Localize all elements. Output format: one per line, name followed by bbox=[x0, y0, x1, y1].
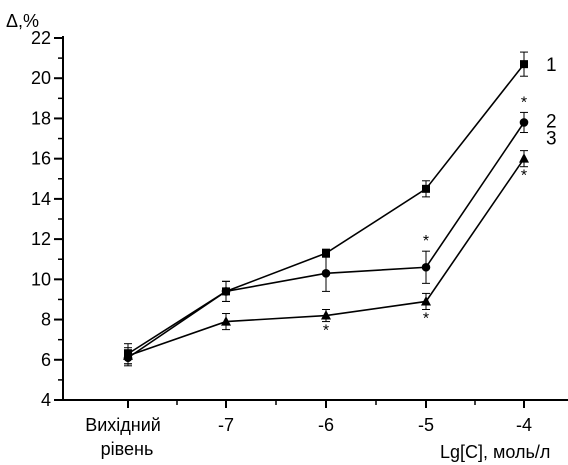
x-tick-label: -4 bbox=[516, 415, 532, 435]
data-point-circle bbox=[221, 287, 231, 296]
x-tick-label: -5 bbox=[418, 415, 434, 435]
y-axis-title: Δ,% bbox=[6, 11, 39, 31]
series-label: 2 bbox=[546, 111, 557, 132]
y-tick-label: 16 bbox=[31, 149, 51, 169]
y-tick-label: 6 bbox=[41, 350, 51, 370]
y-tick-label: 18 bbox=[31, 108, 51, 128]
series-2: * * 2 bbox=[123, 94, 557, 367]
chart-series: 1 * * 2 * * * 3 bbox=[123, 51, 557, 367]
series-3: * * * 3 bbox=[123, 129, 557, 365]
chart-axes bbox=[62, 36, 568, 401]
x-axis-ticks: Вихідний рівень -7 -6 -5 -4 bbox=[85, 400, 532, 459]
x-tick-label: Вихідний bbox=[85, 415, 161, 435]
data-point-triangle bbox=[321, 310, 331, 320]
x-axis-title: Lg[C], моль/л bbox=[440, 442, 550, 462]
y-tick-label: 20 bbox=[31, 68, 51, 88]
significance-marker: * bbox=[323, 323, 329, 340]
data-point-triangle bbox=[221, 316, 231, 326]
data-point-square bbox=[322, 249, 330, 258]
y-tick-label: 14 bbox=[31, 189, 51, 209]
series-label: 1 bbox=[546, 55, 557, 76]
data-point-circle bbox=[421, 262, 431, 272]
significance-marker: * bbox=[521, 94, 527, 111]
x-tick-label: рівень bbox=[101, 439, 154, 459]
data-point-circle bbox=[519, 118, 529, 127]
data-point-square bbox=[520, 60, 528, 69]
x-tick-label: -7 bbox=[218, 415, 234, 435]
y-tick-label: 4 bbox=[41, 390, 51, 410]
y-tick-label: 22 bbox=[31, 28, 51, 48]
x-tick-label: -6 bbox=[318, 415, 334, 435]
y-tick-label: 8 bbox=[41, 310, 51, 330]
significance-marker: * bbox=[521, 168, 527, 185]
data-point-triangle bbox=[421, 295, 431, 306]
significance-marker: * bbox=[423, 233, 429, 250]
data-point-circle bbox=[321, 269, 331, 278]
data-point-triangle bbox=[123, 350, 133, 360]
series-label: 3 bbox=[546, 129, 557, 150]
y-tick-label: 12 bbox=[31, 229, 51, 249]
data-point-triangle bbox=[519, 153, 529, 163]
data-point-square bbox=[422, 184, 430, 193]
y-tick-label: 10 bbox=[31, 269, 51, 289]
y-axis-ticks: 4 6 8 10 12 14 16 18 20 22 bbox=[31, 28, 63, 410]
significance-marker: * bbox=[423, 311, 429, 328]
